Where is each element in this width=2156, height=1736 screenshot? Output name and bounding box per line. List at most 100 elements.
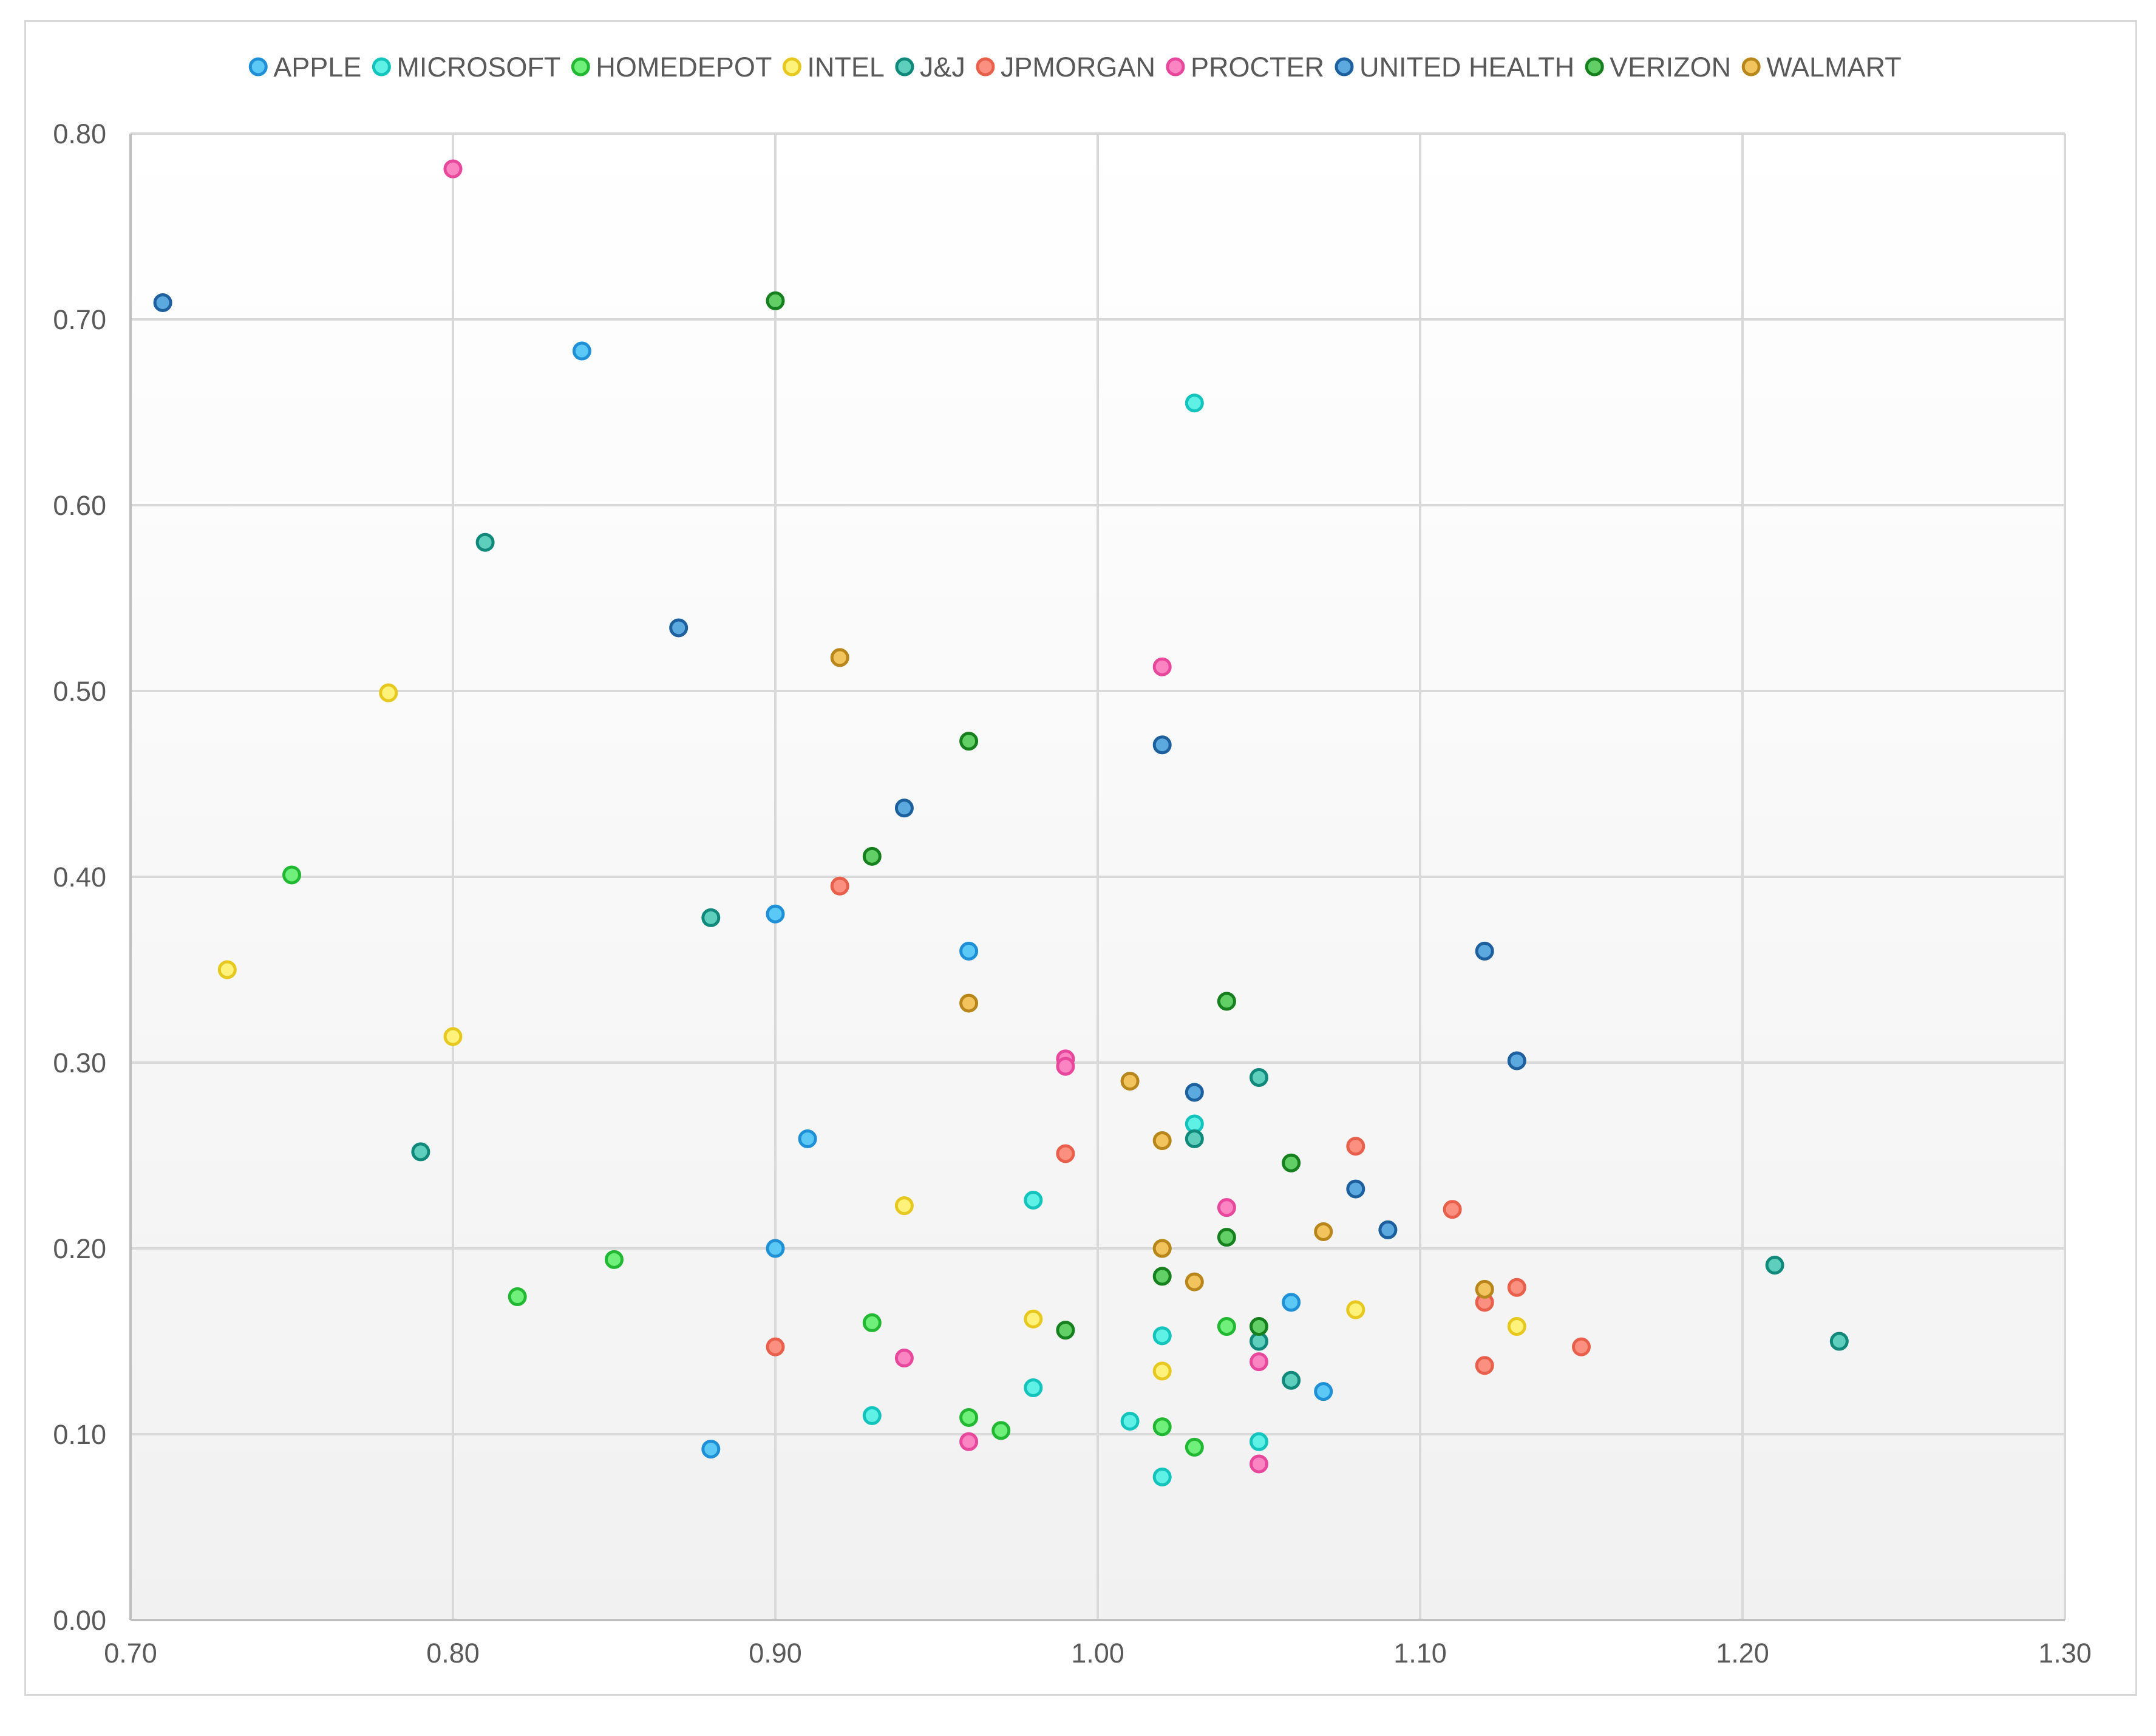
data-point xyxy=(1346,1179,1365,1199)
data-point xyxy=(572,341,591,361)
data-point xyxy=(1250,1352,1268,1372)
data-point xyxy=(1056,1321,1075,1340)
data-point xyxy=(1217,1317,1236,1336)
data-point xyxy=(1152,1417,1172,1437)
data-point xyxy=(475,533,495,552)
x-tick-label: 1.30 xyxy=(2038,1638,2092,1669)
x-tick-label: 0.70 xyxy=(104,1638,157,1669)
legend-marker xyxy=(782,57,801,77)
legend-item: HOMEDEPOT xyxy=(571,52,772,83)
y-tick-label: 0.60 xyxy=(53,490,106,521)
data-point xyxy=(1829,1332,1849,1351)
data-point xyxy=(379,683,398,703)
data-point xyxy=(1250,1454,1268,1474)
legend-label: MICROSOFT xyxy=(396,52,560,83)
legend-marker xyxy=(372,57,391,77)
data-point xyxy=(1765,1256,1784,1275)
legend-marker xyxy=(571,57,590,77)
data-point xyxy=(1024,1190,1043,1210)
data-point xyxy=(1120,1072,1140,1091)
data-point xyxy=(1185,1437,1204,1457)
data-point xyxy=(1250,1317,1268,1336)
data-point xyxy=(798,1129,817,1148)
data-point xyxy=(766,291,785,310)
x-tick-label: 1.20 xyxy=(1716,1638,1769,1669)
legend-marker xyxy=(1585,57,1604,77)
data-point xyxy=(1250,1067,1268,1087)
y-tick-label: 0.80 xyxy=(53,118,106,149)
legend-item: APPLE xyxy=(248,52,361,83)
data-point xyxy=(862,1406,882,1425)
legend-label: APPLE xyxy=(273,52,361,83)
data-point xyxy=(1346,1300,1365,1319)
data-point xyxy=(1282,1293,1301,1312)
y-tick-label: 0.10 xyxy=(53,1419,106,1450)
data-point xyxy=(1443,1200,1462,1219)
legend-marker xyxy=(895,57,914,77)
data-point xyxy=(701,908,721,927)
data-point xyxy=(1152,1267,1172,1286)
data-point xyxy=(991,1421,1011,1440)
legend-label: PROCTER xyxy=(1191,52,1324,83)
data-point xyxy=(1152,1361,1172,1381)
data-point xyxy=(862,1313,882,1332)
data-point xyxy=(959,1408,979,1427)
data-point xyxy=(959,732,979,751)
data-point xyxy=(1152,1326,1172,1346)
data-point xyxy=(894,1196,914,1216)
x-tick-label: 1.00 xyxy=(1071,1638,1124,1669)
legend-item: JPMORGAN xyxy=(976,52,1155,83)
data-point xyxy=(1217,1198,1236,1217)
y-tick-label: 0.00 xyxy=(53,1605,106,1636)
legend-label: INTEL xyxy=(807,52,885,83)
data-point xyxy=(766,1239,785,1258)
data-point xyxy=(959,1432,979,1451)
legend-item: INTEL xyxy=(782,52,885,83)
legend-marker xyxy=(1741,57,1761,77)
axes: 0.00 0.10 0.20 0.30 0.40 0.50 0.60 0.70 0.80 0.70… xyxy=(53,118,2091,1669)
data-point xyxy=(959,993,979,1013)
data-point xyxy=(1152,1131,1172,1151)
data-point xyxy=(1314,1222,1333,1241)
data-point xyxy=(1250,1432,1268,1451)
legend-marker xyxy=(976,57,995,77)
y-tick-label: 0.70 xyxy=(53,304,106,335)
data-point xyxy=(1152,735,1172,755)
data-point xyxy=(605,1250,624,1269)
chart-frame: 0.00 0.10 0.20 0.30 0.40 0.50 0.60 0.70 0.80 0.70… xyxy=(24,20,2137,1696)
data-point xyxy=(1475,1356,1494,1375)
data-point xyxy=(1507,1278,1526,1297)
data-point xyxy=(1507,1051,1526,1071)
data-point xyxy=(1152,1467,1172,1486)
legend-label: JPMORGAN xyxy=(1001,52,1155,83)
y-tick-label: 0.30 xyxy=(53,1047,106,1078)
data-point xyxy=(1185,393,1204,413)
data-point xyxy=(701,1439,721,1459)
scatter-chart: 0.00 0.10 0.20 0.30 0.40 0.50 0.60 0.70 0.80 0.70… xyxy=(53,52,2091,1669)
data-point xyxy=(153,293,172,312)
data-point xyxy=(1152,1239,1172,1258)
y-tick-label: 0.50 xyxy=(53,676,106,707)
data-point xyxy=(443,159,463,179)
y-tick-label: 0.40 xyxy=(53,862,106,893)
data-point xyxy=(1120,1412,1140,1431)
data-point xyxy=(1282,1153,1301,1173)
legend-label: HOMEDEPOT xyxy=(596,52,772,83)
data-point xyxy=(1217,1228,1236,1247)
data-point xyxy=(766,904,785,924)
data-point xyxy=(894,798,914,818)
data-point xyxy=(1475,941,1494,961)
legend-label: WALMART xyxy=(1766,52,1902,83)
data-point xyxy=(1024,1309,1043,1329)
data-point xyxy=(443,1027,463,1046)
data-point xyxy=(862,846,882,866)
legend-label: UNITED HEALTH xyxy=(1359,52,1574,83)
data-point xyxy=(766,1337,785,1356)
data-point xyxy=(1056,1057,1075,1076)
data-point xyxy=(1217,992,1236,1011)
x-tick-label: 0.80 xyxy=(426,1638,480,1669)
data-point xyxy=(1185,1083,1204,1102)
data-point xyxy=(894,1349,914,1368)
data-point xyxy=(1185,1272,1204,1292)
data-points xyxy=(153,159,1849,1486)
